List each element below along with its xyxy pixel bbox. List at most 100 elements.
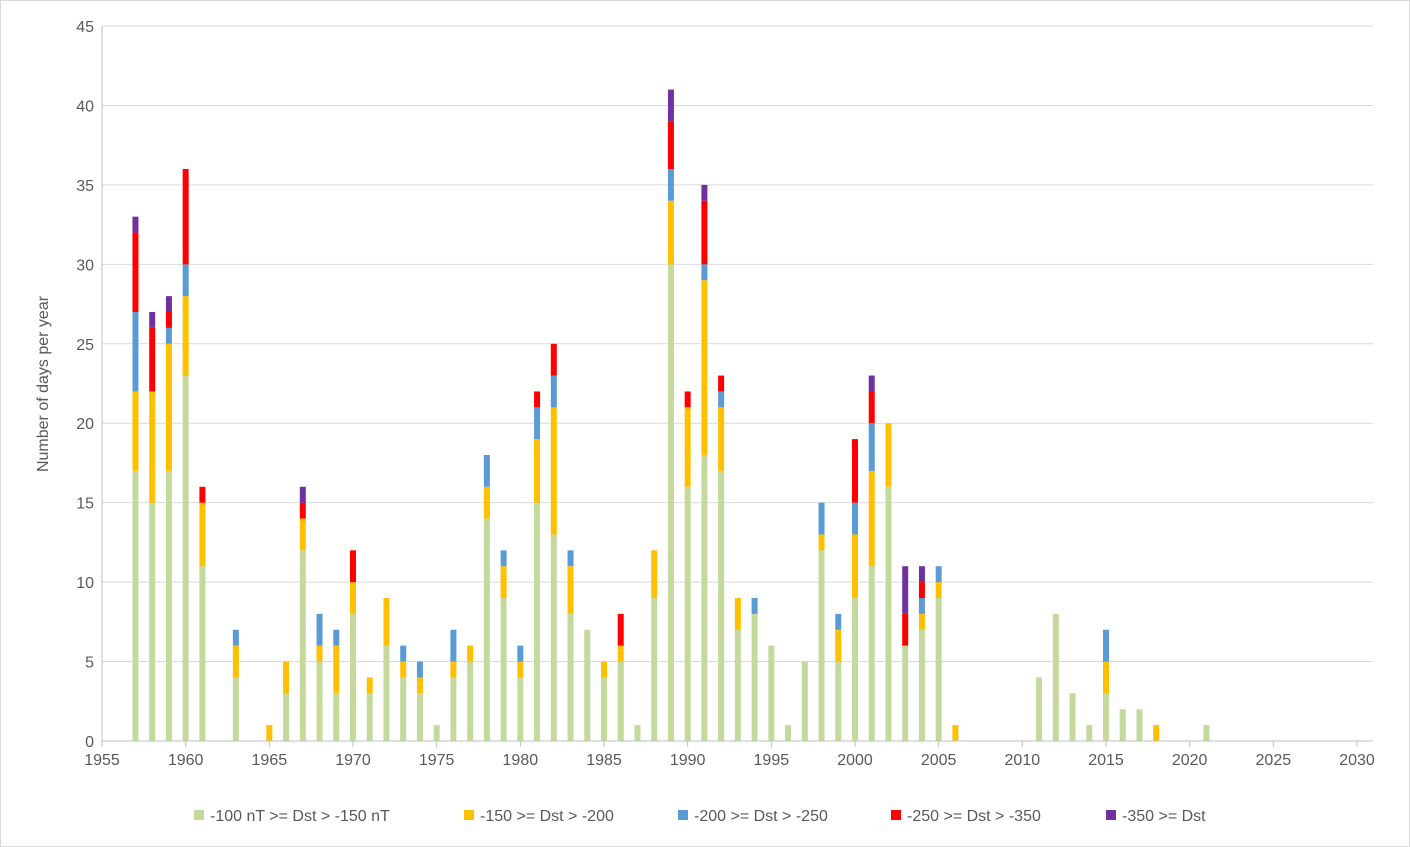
bar-segment (935, 598, 942, 741)
bar-segment (601, 661, 607, 678)
y-tick-label: 45 (76, 19, 94, 36)
bar-segment (350, 550, 356, 583)
legend-swatch (891, 810, 901, 820)
legend-swatch (194, 810, 204, 820)
bar-segment (868, 566, 875, 741)
bar-segment (517, 677, 524, 741)
bar-segment (718, 391, 725, 408)
bar-segment (299, 518, 306, 551)
bar-segment (165, 296, 172, 312)
bar-segment (182, 375, 189, 741)
bar-segment (868, 391, 875, 424)
bar-segment (450, 629, 457, 662)
y-tick-label: 15 (76, 496, 94, 513)
bar-segment (868, 375, 875, 392)
bar-segment (634, 725, 641, 741)
bar-segment (868, 470, 875, 567)
bar-segment (701, 455, 708, 741)
bar-segment (1036, 677, 1043, 741)
bar-segment (534, 502, 541, 741)
x-tick-label: 1985 (586, 752, 622, 769)
bar-segment (333, 645, 340, 694)
bar-segment (550, 375, 557, 408)
bar-segment (801, 661, 808, 741)
x-tick-label: 2020 (1172, 752, 1208, 769)
bar-segment (182, 296, 189, 376)
bar-segment (165, 312, 172, 328)
bar-segment (350, 582, 356, 614)
bar-segment (1103, 629, 1109, 662)
bar-segment (835, 661, 842, 741)
x-tick-label: 1970 (335, 752, 371, 769)
bar-segment (283, 661, 290, 694)
legend-label: -150 >= Dst > -200 (480, 808, 614, 825)
bar-segment (1052, 613, 1059, 741)
bar-segment (852, 534, 858, 598)
bar-segment (885, 423, 892, 487)
bar-segment (1119, 709, 1126, 741)
bar-segment (584, 629, 591, 741)
x-tick-label: 2030 (1339, 752, 1375, 769)
legend-label: -200 >= Dst > -250 (694, 808, 828, 825)
bar-segment (651, 598, 658, 741)
bar-segment (885, 486, 892, 741)
bar-segment (534, 391, 541, 408)
bar-segment (818, 550, 825, 741)
y-tick-label: 25 (76, 337, 94, 354)
bar-segment (199, 566, 206, 741)
bar-segment (667, 121, 674, 169)
bar-segment (500, 598, 507, 741)
bar-segment (651, 550, 658, 598)
legend-item: -250 >= Dst > -350 (891, 808, 1041, 825)
bar-segment (818, 502, 825, 535)
bar-segment (467, 661, 474, 741)
bar-segment (667, 89, 674, 122)
bar-segment (734, 598, 741, 630)
bar-segment (199, 502, 206, 567)
bar-segment (1203, 725, 1210, 741)
bar-segment (165, 343, 172, 471)
bar-segment (450, 661, 457, 678)
x-tick-label: 1955 (84, 752, 120, 769)
bar-segment (232, 629, 239, 646)
bar-segment (283, 693, 290, 741)
bar-segment (684, 391, 691, 408)
grid-lines (102, 25, 1373, 663)
bar-segment (400, 677, 407, 741)
bar-segment (550, 407, 557, 535)
bar-segment (517, 645, 524, 662)
bar-segment (918, 582, 925, 598)
bar-segment (383, 598, 390, 646)
bar-segment (751, 613, 758, 741)
legend-item: -150 >= Dst > -200 (464, 808, 614, 825)
bar-segment (601, 677, 607, 741)
bar-segment (902, 613, 909, 646)
bar-segment (567, 550, 574, 567)
axes (101, 26, 1373, 747)
bar-segment (835, 613, 842, 630)
legend-item: -200 >= Dst > -250 (678, 808, 828, 825)
bar-segment (149, 502, 156, 741)
bar-segment (952, 725, 959, 741)
bar-segment (316, 661, 323, 741)
bar-segment (868, 423, 875, 471)
bar-segment (617, 613, 624, 646)
bar-segment (333, 693, 340, 741)
bar-segment (500, 566, 507, 598)
bar-segment (500, 550, 507, 567)
x-tick-label: 1995 (754, 752, 790, 769)
x-tick-label: 2000 (837, 752, 873, 769)
y-axis-title: Number of days per year (35, 295, 52, 472)
bar-segment (333, 629, 340, 646)
bar-segment (1103, 693, 1109, 741)
bar-segment (701, 264, 708, 281)
y-tick-label: 0 (85, 734, 94, 751)
bar-segment (701, 280, 708, 455)
bar-segment (902, 645, 909, 741)
bar-segment (701, 184, 708, 201)
x-tick-label: 2015 (1088, 752, 1124, 769)
x-tick-label: 1990 (670, 752, 706, 769)
bar-segment (199, 486, 206, 503)
